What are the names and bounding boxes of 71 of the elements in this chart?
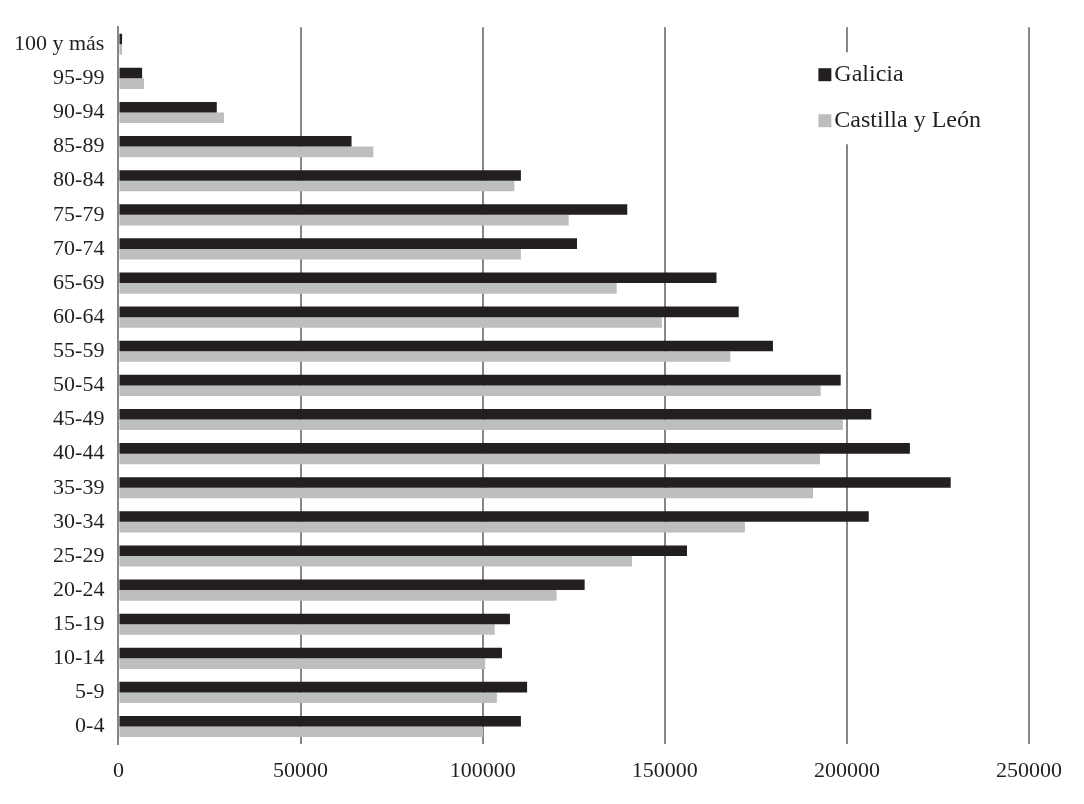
y-tick-label: 15-19 (53, 609, 105, 635)
bar (119, 317, 662, 328)
bar (119, 283, 617, 294)
bar (119, 647, 502, 659)
bar (119, 214, 569, 226)
bar (119, 681, 528, 693)
y-tick-label: 40-44 (53, 439, 105, 465)
y-tick-label: 20-24 (53, 575, 105, 601)
bar (119, 385, 821, 396)
bar (119, 726, 484, 738)
x-tick-label: 200000 (813, 756, 880, 782)
bar (119, 340, 773, 352)
bar (119, 238, 577, 249)
bar (119, 692, 497, 703)
y-tick-label: 95-99 (53, 64, 105, 90)
legend-label: Castilla y León (834, 106, 981, 133)
bar (119, 374, 841, 386)
y-tick-label: 50-54 (53, 371, 105, 397)
bar (119, 408, 872, 420)
bar (119, 590, 557, 601)
bar (119, 579, 585, 591)
bar (119, 351, 731, 362)
y-tick-label: 25-29 (53, 541, 105, 567)
y-tick-label: 60-64 (53, 302, 105, 328)
bar (119, 146, 374, 158)
x-tick-label: 150000 (631, 756, 698, 782)
bar (119, 33, 123, 45)
bar (119, 715, 521, 727)
bar (119, 306, 739, 318)
bar (119, 443, 910, 454)
y-tick-label: 0-4 (75, 712, 105, 738)
x-tick-label: 250000 (996, 756, 1062, 782)
y-tick-label: 45-49 (53, 405, 105, 431)
bar (119, 112, 225, 124)
bar (119, 44, 123, 55)
y-tick-label: 90-94 (53, 98, 105, 124)
x-tick-label: 0 (112, 756, 124, 782)
x-tick-label: 50000 (273, 756, 329, 782)
y-tick-label: 85-89 (53, 132, 105, 158)
x-tick-label: 100000 (449, 756, 516, 782)
bar (119, 272, 717, 284)
y-tick-label: 10-14 (53, 644, 105, 670)
y-tick-label: 65-69 (53, 268, 105, 294)
bar (119, 613, 510, 625)
y-tick-label: 75-79 (53, 200, 105, 226)
bar (119, 78, 144, 89)
bar (119, 248, 521, 260)
bar (119, 136, 352, 147)
y-tick-label: 35-39 (53, 473, 105, 499)
bar (119, 419, 843, 431)
bar (119, 453, 820, 465)
bar (119, 101, 217, 113)
y-tick-label: 100 y más (13, 30, 105, 56)
bar (119, 67, 143, 79)
bar (119, 545, 687, 556)
y-tick-label: 80-84 (53, 166, 105, 192)
bar (119, 180, 515, 192)
y-tick-label: 5-9 (75, 678, 105, 704)
y-tick-label: 30-34 (53, 507, 105, 533)
bar (119, 511, 869, 522)
y-tick-label: 55-59 (53, 337, 105, 363)
bar (119, 624, 495, 635)
bar (119, 658, 486, 669)
bar (119, 170, 521, 181)
legend-label: Galicia (834, 60, 904, 87)
bar (119, 487, 814, 499)
bar (119, 477, 951, 488)
bar (119, 555, 632, 567)
bar (119, 521, 745, 533)
bar (119, 204, 628, 215)
y-tick-label: 70-74 (53, 234, 105, 260)
